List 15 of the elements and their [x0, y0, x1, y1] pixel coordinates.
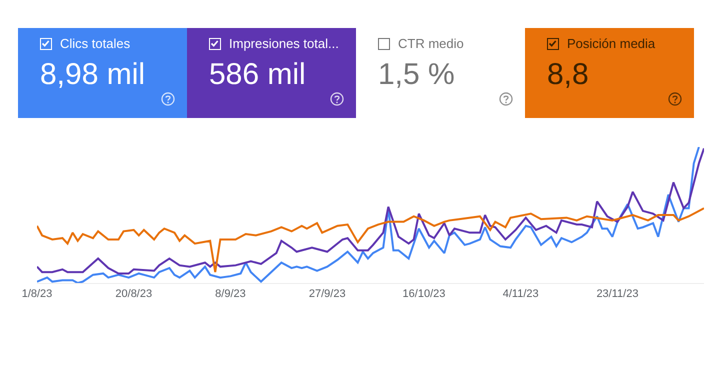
text: 1,5 %: [378, 58, 455, 92]
legend-label: Clics totales: [60, 36, 130, 51]
legend-label: Posición media: [567, 36, 656, 51]
x-tick-label: 16/10/23: [402, 288, 446, 300]
text: 8,98 mil: [40, 58, 146, 92]
x-tick-label: 23/11/23: [596, 288, 638, 300]
text: 8,8: [547, 58, 589, 92]
x-tick-label: 4/11/23: [502, 288, 539, 300]
text: CTR medio: [398, 36, 464, 51]
text: 586 mil: [209, 58, 306, 92]
x-tick-label: 8/9/23: [215, 288, 246, 300]
legend-label: Impresiones total...: [229, 36, 339, 51]
x-tick-label: 1/8/23: [22, 288, 52, 300]
x-tick-label: 20/8/23: [115, 288, 152, 300]
x-tick-label: 27/9/23: [308, 288, 346, 300]
